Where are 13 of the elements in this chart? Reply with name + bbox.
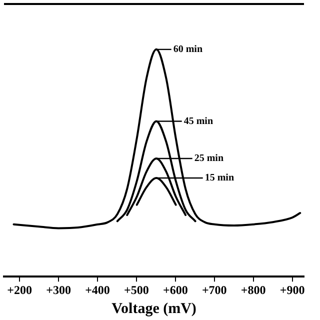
- x-tick-label: +200: [7, 282, 32, 297]
- x-tick-label: +900: [280, 282, 305, 297]
- legend-label: 25 min: [194, 153, 224, 164]
- legend-label: 60 min: [173, 44, 203, 56]
- x-tick-label: +300: [46, 282, 71, 297]
- x-tick-label: +800: [240, 282, 266, 297]
- x-tick-label: +400: [85, 282, 110, 297]
- x-tick-label: +700: [202, 282, 227, 297]
- legend-label: 45 min: [184, 116, 214, 127]
- x-axis-title: Voltage (mV): [112, 300, 196, 317]
- x-tick-label: +600: [163, 282, 188, 297]
- x-tick-label: +500: [124, 282, 149, 297]
- legend-label: 15 min: [204, 172, 234, 184]
